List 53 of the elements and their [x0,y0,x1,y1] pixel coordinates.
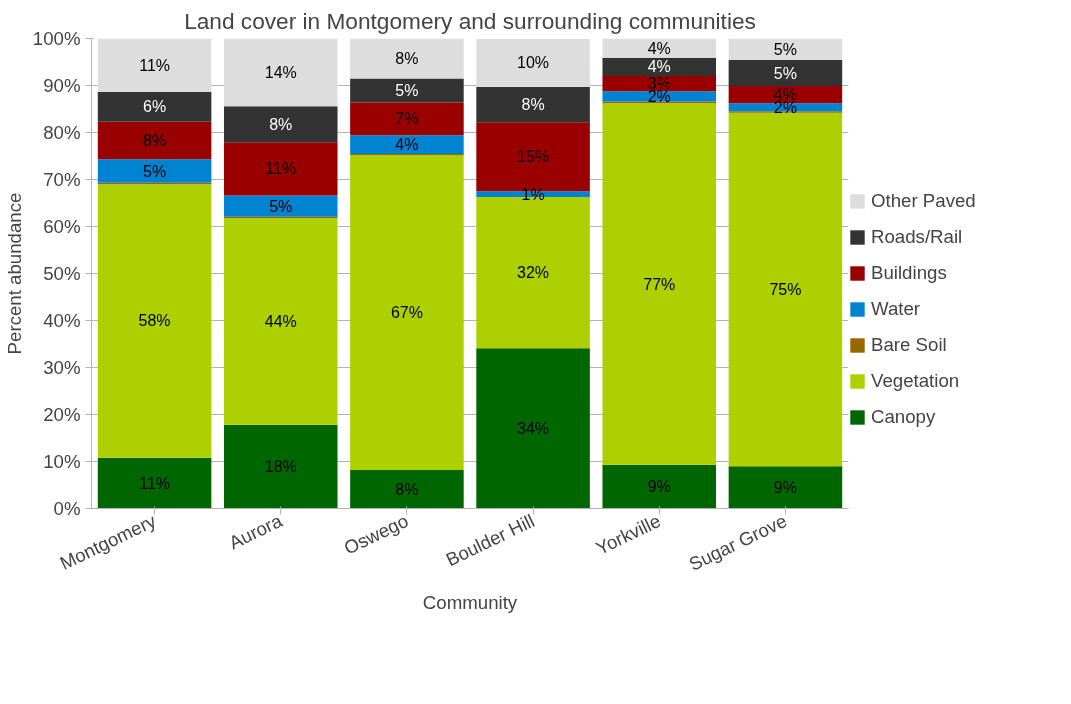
data-label: 67% [390,304,423,322]
data-label: 58% [138,312,171,330]
data-label: 4% [647,39,671,57]
data-label: 14% [264,63,297,81]
data-label: 5% [395,81,419,99]
y-tick-label: 70% [43,169,81,190]
data-label: 75% [769,280,802,298]
legend-label: Buildings [871,262,947,284]
data-label: 44% [264,312,297,330]
data-label: 4% [647,58,671,76]
data-label: 5% [269,197,293,215]
legend-label: Canopy [871,406,936,428]
y-tick-label: 0% [53,498,81,519]
data-label: 11% [139,56,171,74]
legend-label: Water [871,298,921,320]
x-axis-title: Community [422,592,518,614]
legend-label: Vegetation [871,370,960,392]
y-tick-label: 10% [43,451,81,472]
data-label: 34% [517,419,550,437]
data-label: 5% [773,40,797,58]
legend-label: Other Paved [871,190,976,212]
data-label: 8% [143,131,167,149]
data-label: 4% [395,136,419,154]
data-label: 8% [269,115,293,133]
data-label: 8% [395,49,419,67]
data-label: 6% [143,98,167,116]
data-label: 7% [395,110,419,128]
y-tick-label: 30% [43,357,81,378]
data-label: 10% [517,54,550,72]
data-label: 15% [517,148,550,166]
data-label: 8% [521,96,545,114]
y-tick-label: 20% [43,404,81,425]
y-tick-label: 40% [43,310,81,331]
data-label: 9% [647,478,671,496]
data-label: 77% [643,275,676,293]
y-tick-label: 60% [43,216,81,237]
data-label: 8% [395,480,419,498]
data-label: 18% [264,458,297,476]
data-label: 9% [773,478,797,496]
data-label: 32% [517,264,550,282]
x-tick-label: Sugar Grove [685,510,790,575]
y-axis-title: Percent abundance [3,192,25,355]
data-label: 11% [265,160,297,178]
data-label: 5% [143,162,167,180]
y-tick-label: 80% [43,122,81,143]
data-label: 5% [773,64,797,82]
y-tick-label: 90% [43,75,81,96]
legend-label: Roads/Rail [871,226,963,248]
y-tick-label: 100% [32,28,81,49]
data-label: 11% [139,474,171,492]
chart-title: Land cover in Montgomery and surrounding communities [184,7,756,34]
legend-label: Bare Soil [871,334,947,356]
y-tick-label: 50% [43,263,81,284]
